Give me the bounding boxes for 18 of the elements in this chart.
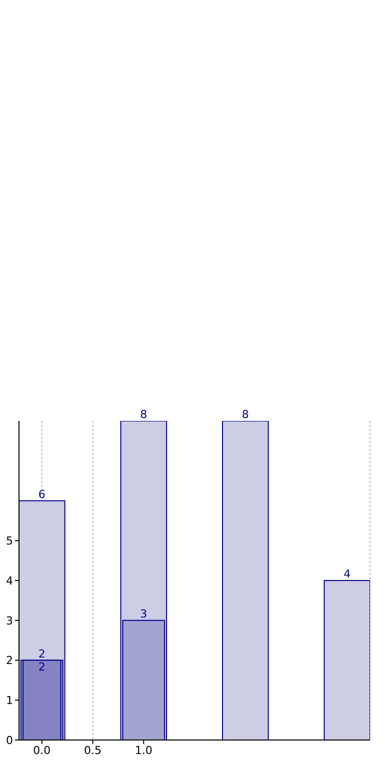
data-label: 2 bbox=[38, 647, 46, 660]
y-tick-label: 5 bbox=[6, 534, 13, 548]
data-label: 6 bbox=[38, 488, 46, 501]
x-tick-label: 1.0 bbox=[134, 744, 152, 757]
y-tick-label: 3 bbox=[6, 614, 13, 628]
y-tick-label: 0 bbox=[6, 734, 13, 747]
bar bbox=[324, 580, 370, 740]
data-label: 8 bbox=[140, 408, 148, 421]
bar bbox=[222, 421, 269, 740]
y-tick-label: 4 bbox=[6, 574, 13, 588]
x-tick-label: 0.5 bbox=[84, 744, 102, 757]
y-tick-label: 2 bbox=[6, 654, 13, 668]
data-label: 8 bbox=[242, 408, 249, 421]
data-label: 4 bbox=[344, 568, 351, 580]
y-tick-label: 1 bbox=[6, 694, 13, 708]
data-label: 2 bbox=[38, 660, 46, 674]
data-label: 3 bbox=[140, 607, 148, 620]
x-tick-label: 0.0 bbox=[33, 744, 51, 757]
